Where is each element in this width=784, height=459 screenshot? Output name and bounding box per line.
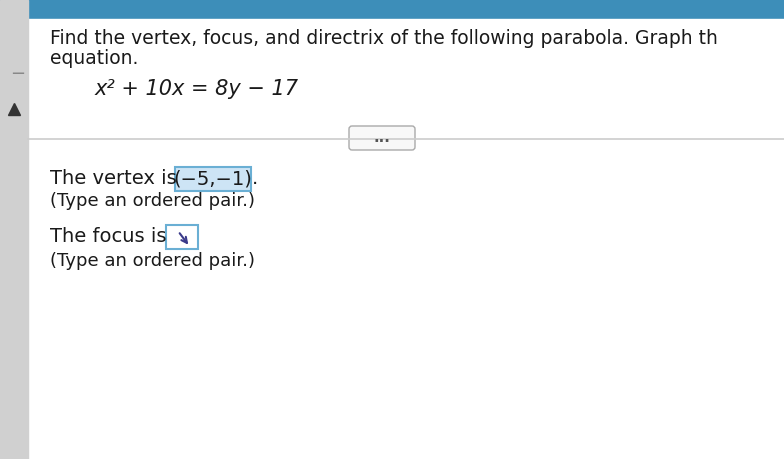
Text: equation.: equation.: [50, 50, 138, 68]
Bar: [0, 0, 28, 459]
Bar: [0, 0, 784, 19]
Text: (−5,−1): (−5,−1): [173, 169, 252, 189]
Text: .: .: [252, 169, 258, 189]
Text: ...: ...: [373, 130, 390, 146]
Text: The vertex is: The vertex is: [50, 169, 176, 189]
FancyBboxPatch shape: [349, 126, 415, 150]
Text: −: −: [10, 65, 26, 83]
Text: (Type an ordered pair.): (Type an ordered pair.): [50, 252, 255, 270]
FancyBboxPatch shape: [166, 225, 198, 249]
Text: The focus is: The focus is: [50, 228, 166, 246]
FancyBboxPatch shape: [175, 167, 251, 191]
Text: x² + 10x = 8y − 17: x² + 10x = 8y − 17: [95, 79, 299, 99]
Text: (Type an ordered pair.): (Type an ordered pair.): [50, 192, 255, 210]
Text: Find the vertex, focus, and directrix of the following parabola. Graph th: Find the vertex, focus, and directrix of…: [50, 29, 718, 49]
